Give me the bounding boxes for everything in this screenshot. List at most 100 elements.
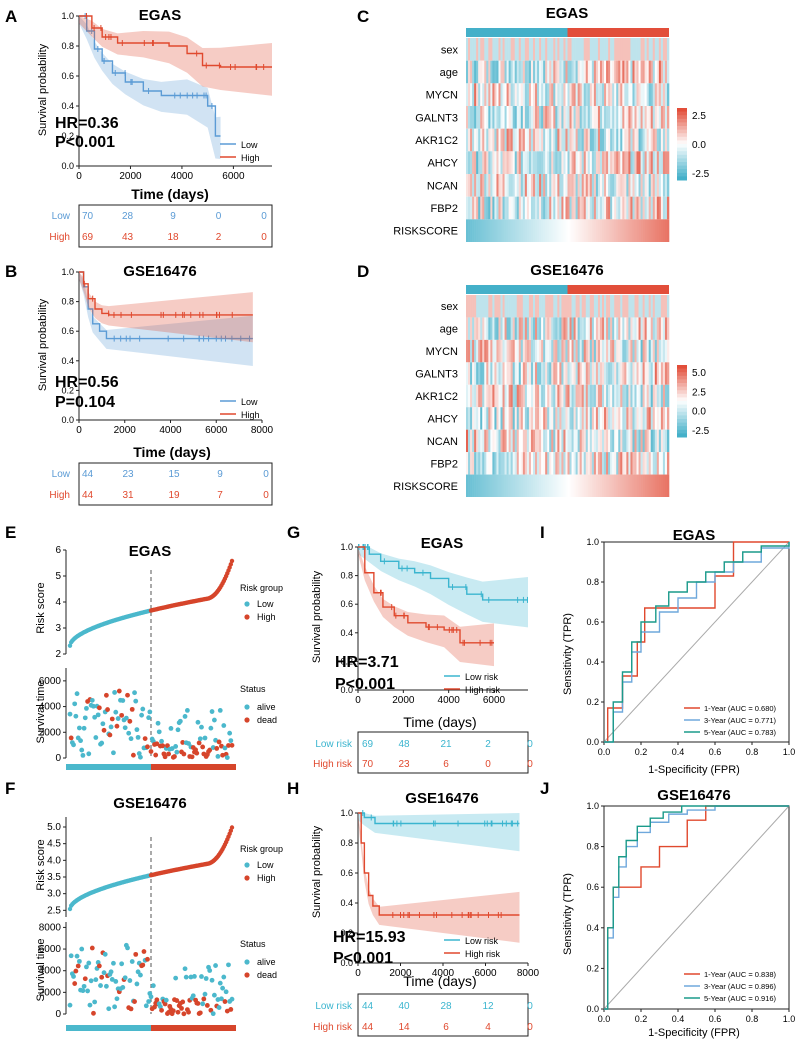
heatmap-cell <box>514 196 518 220</box>
heatmap-cell <box>599 128 603 152</box>
heatmap-cell <box>610 339 613 363</box>
heatmap-cell <box>555 151 558 174</box>
legend-tick-label: 5.0 <box>692 368 706 379</box>
x-tick-label: 0.6 <box>709 747 722 757</box>
heatmap-cell <box>470 295 473 318</box>
heatmap-cell <box>504 407 507 430</box>
heatmap-cell <box>575 362 578 385</box>
heatmap-cell <box>565 60 568 84</box>
heatmap-cell <box>583 429 587 453</box>
heatmap-cell <box>488 317 491 340</box>
y-tick-label: 4.0 <box>47 855 61 866</box>
heatmap-cell <box>482 60 485 84</box>
heatmap-cell <box>514 83 518 106</box>
heatmap-cell <box>650 407 654 430</box>
heatmap-cell <box>599 196 603 220</box>
heatmap-cell <box>636 196 639 220</box>
heatmap-cell <box>474 60 477 84</box>
heatmap-cell <box>490 128 493 152</box>
x-tick-label: 0.2 <box>635 747 648 757</box>
heatmap-cell <box>476 151 479 174</box>
y-axis-label: Survival probability <box>37 43 49 136</box>
heatmap-cell <box>599 151 603 174</box>
heatmap-cell <box>494 407 497 430</box>
legend-label-1yr: 1-Year (AUC = 0.680) <box>704 704 777 713</box>
heatmap-cell <box>502 429 505 453</box>
y-tick-label: 0.2 <box>340 928 353 938</box>
risk-row-label: High risk <box>313 759 353 770</box>
heatmap-cell <box>498 106 501 129</box>
panel-b: B GSE16476 Survival probability 0.00.20.… <box>5 262 274 506</box>
survival-time-point <box>152 1004 157 1010</box>
heatmap-cell <box>547 339 550 363</box>
heatmap-cell <box>591 384 595 408</box>
heatmap-cell <box>571 452 574 475</box>
heatmap-cell <box>640 151 643 174</box>
heatmap-cell <box>616 60 619 84</box>
heatmap-cell <box>506 128 509 152</box>
heatmap-cell <box>591 474 595 497</box>
y-tick-label: 1.0 <box>61 11 74 21</box>
heatmap-cell <box>650 106 654 129</box>
legend-gradient-cell <box>677 429 687 434</box>
legend-gradient-cell <box>677 422 687 427</box>
heatmap-cell <box>624 407 627 430</box>
x-tick-label: 4000 <box>159 425 182 436</box>
heatmap-cell <box>632 128 635 152</box>
risk-cell: 70 <box>82 211 94 222</box>
heatmap-cell <box>512 106 516 129</box>
heatmap-cell <box>616 38 619 61</box>
heatmap-cell <box>500 151 503 174</box>
heatmap-cell <box>660 452 664 475</box>
heatmap-cell <box>654 83 658 106</box>
heatmap-cell <box>610 174 613 197</box>
heatmap-cell <box>530 407 534 430</box>
y-tick-label: 0.8 <box>340 838 353 848</box>
heatmap-cell <box>658 429 662 453</box>
heatmap-cell <box>537 174 540 197</box>
heatmap-cell <box>561 128 564 152</box>
risk-row-label: Low risk <box>315 1001 353 1012</box>
heatmap-cell <box>472 407 475 430</box>
heatmap-cell <box>634 407 637 430</box>
heatmap-cell <box>612 317 615 340</box>
heatmap-cell <box>656 60 660 84</box>
heatmap-cell <box>508 384 511 408</box>
heatmap-cell <box>516 219 520 242</box>
heatmap-cell <box>597 407 601 430</box>
survival-time-point <box>172 754 177 759</box>
heatmap-cell <box>636 174 639 197</box>
heatmap-cell <box>608 429 611 453</box>
heatmap-cell <box>516 295 520 318</box>
heatmap-cell <box>587 295 591 318</box>
confidence-band-low <box>358 547 528 628</box>
heatmap-cell <box>612 83 615 106</box>
heatmap-cell <box>526 452 530 475</box>
heatmap-cell <box>508 174 511 197</box>
heatmap-cell <box>638 452 641 475</box>
heatmap-cell <box>492 452 495 475</box>
heatmap-cell <box>612 384 615 408</box>
heatmap-cell <box>526 38 530 61</box>
heatmap-cell <box>589 174 593 197</box>
heatmap-cell <box>587 362 591 385</box>
heatmap-cell <box>535 83 538 106</box>
heatmap-cell <box>510 83 513 106</box>
heatmap-cell <box>484 429 487 453</box>
x-axis-label: 1-Specificity (FPR) <box>648 1027 740 1039</box>
heatmap-cell <box>656 474 660 497</box>
heatmap-cell <box>557 407 560 430</box>
heatmap-cell <box>660 429 664 453</box>
survival-time-point <box>154 741 160 747</box>
heatmap-cell <box>512 83 516 106</box>
heatmap-cell <box>597 128 601 152</box>
survival-time-point <box>120 984 126 990</box>
heatmap-cell <box>466 151 469 174</box>
survival-time-point <box>135 734 141 740</box>
survival-time-point <box>86 960 92 966</box>
y-tick-label: 0.6 <box>340 599 353 609</box>
heatmap-cell <box>549 219 552 242</box>
heatmap-cell <box>599 317 603 340</box>
heatmap-cell <box>474 429 477 453</box>
heatmap-cell <box>468 83 471 106</box>
